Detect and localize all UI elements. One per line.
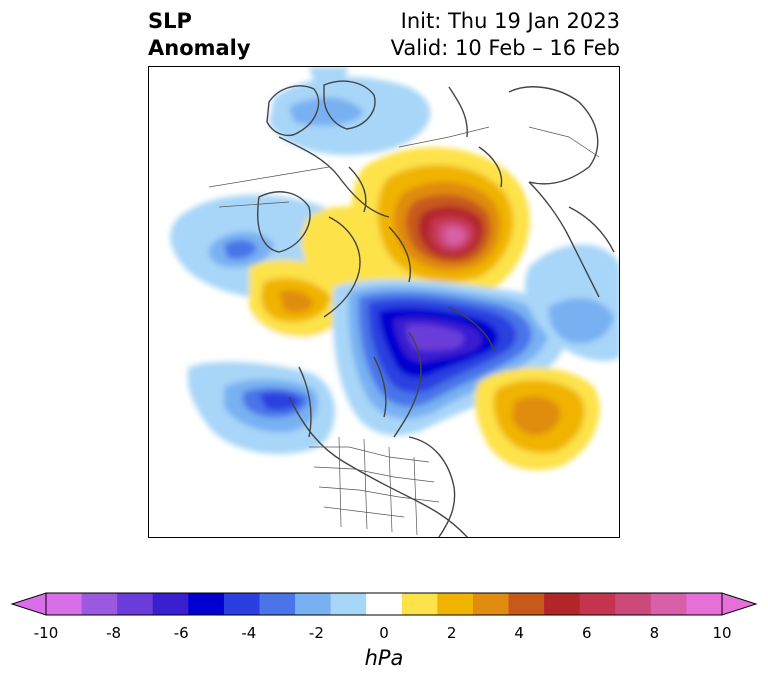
coastlines bbox=[257, 80, 615, 537]
colorbar-swatch bbox=[330, 593, 367, 615]
colorbar-swatch bbox=[401, 593, 438, 615]
colorbar-swatch bbox=[117, 593, 154, 615]
colorbar-swatch bbox=[508, 593, 545, 615]
colorbar-swatch bbox=[46, 593, 83, 615]
colorbar-swatch bbox=[544, 593, 581, 615]
colorbar-swatch bbox=[152, 593, 189, 615]
colorbar-swatch bbox=[81, 593, 118, 615]
map-title: SLP Anomaly bbox=[148, 8, 251, 62]
colorbar-swatch bbox=[295, 593, 332, 615]
colorbar-swatch bbox=[650, 593, 687, 615]
colorbar-border bbox=[45, 592, 723, 616]
colorbar-swatch bbox=[579, 593, 616, 615]
colorbar-tick-label: 0 bbox=[379, 624, 389, 642]
colorbar-tick-label: 8 bbox=[649, 624, 660, 642]
colorbar-tick-label: -8 bbox=[106, 624, 122, 642]
valid-range: Valid: 10 Feb – 16 Feb bbox=[390, 36, 620, 60]
title-variable: SLP bbox=[148, 9, 192, 33]
colorbar-swatch bbox=[686, 593, 723, 615]
colorbar-tick-label: 6 bbox=[582, 624, 592, 642]
colorbar-tick-label: 4 bbox=[514, 624, 524, 642]
colorbar-swatch bbox=[366, 593, 403, 615]
colorbar-extend-max bbox=[721, 592, 758, 616]
colorbar-extend-min bbox=[10, 592, 47, 616]
colorbar-swatch bbox=[223, 593, 260, 615]
colorbar-swatch bbox=[259, 593, 296, 615]
colorbar-tick-label: 2 bbox=[446, 624, 457, 642]
colorbar-swatch bbox=[615, 593, 652, 615]
map-canvas bbox=[149, 67, 619, 537]
colorbar-tick-label: -2 bbox=[308, 624, 324, 642]
colorbar-tick-label: -4 bbox=[241, 624, 257, 642]
map-dates: Init: Thu 19 Jan 2023 Valid: 10 Feb – 16… bbox=[391, 8, 620, 62]
colorbar-tick-label: -10 bbox=[33, 624, 59, 642]
colorbar-tick-label: -6 bbox=[173, 624, 189, 642]
colorbar-swatch bbox=[188, 593, 225, 615]
init-date: Init: Thu 19 Jan 2023 bbox=[400, 9, 620, 33]
colorbar bbox=[10, 592, 758, 616]
colorbar-tick-label: 10 bbox=[712, 624, 732, 642]
admin-boundaries bbox=[208, 126, 600, 536]
anomaly-map bbox=[148, 66, 620, 538]
title-variable-2: Anomaly bbox=[148, 36, 251, 60]
anomaly-fill bbox=[149, 67, 619, 471]
colorbar-swatch bbox=[472, 593, 510, 615]
colorbar-units: hPa bbox=[364, 646, 404, 670]
colorbar-swatch bbox=[437, 593, 474, 615]
